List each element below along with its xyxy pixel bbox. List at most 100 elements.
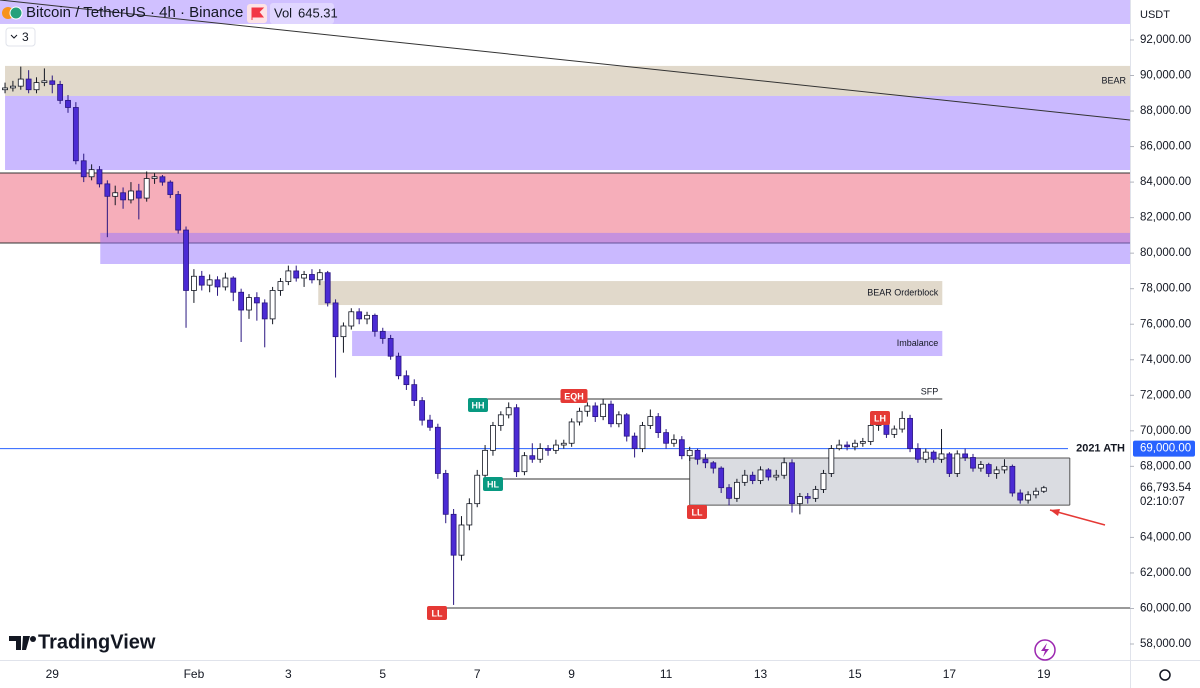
trend-line: [0, 0, 1131, 121]
candle-body: [796, 496, 803, 505]
candle-body: [631, 435, 638, 449]
settings-button[interactable]: [1159, 669, 1171, 681]
candle-body: [1001, 465, 1008, 471]
volume-value: 645.31: [298, 5, 338, 20]
y-tick-label: 60,000.00: [1140, 603, 1191, 615]
candle-body: [576, 410, 583, 423]
candle-body: [324, 272, 331, 304]
candle-body: [191, 275, 197, 291]
candle-body: [269, 290, 276, 320]
candle-body: [804, 496, 811, 499]
candle-body: [962, 453, 969, 458]
candle-body: [450, 513, 457, 556]
candle-body: [749, 474, 756, 481]
candle-body: [482, 449, 488, 476]
x-tick-label: 17: [943, 667, 957, 681]
x-tick-label: 11: [660, 667, 673, 681]
indicator-toggle[interactable]: [5, 27, 36, 47]
candle-body: [859, 441, 866, 444]
candle-body: [623, 414, 630, 437]
candle-body: [1017, 492, 1024, 501]
candle-body: [836, 444, 843, 449]
y-tick-label: 58,000.00: [1140, 638, 1191, 650]
lightning-button[interactable]: [1034, 639, 1056, 661]
y-tick-label: 64,000.00: [1140, 531, 1191, 543]
candle-body: [600, 403, 607, 418]
candle-body: [757, 469, 764, 481]
candle-body: [466, 503, 473, 526]
candle-body: [915, 448, 921, 460]
candle-body: [206, 279, 213, 286]
candle-body: [222, 277, 229, 288]
badge-text: EQH: [564, 391, 584, 401]
candle-body: [977, 464, 984, 469]
chevron: [10, 34, 18, 39]
candle-body: [710, 462, 717, 469]
ath-text: 2021 ATH: [1076, 442, 1125, 454]
candle-body: [17, 78, 24, 87]
candle-body: [702, 458, 709, 464]
candle-body: [356, 311, 363, 320]
y-tick-label: 68,000.00: [1140, 460, 1191, 472]
y-tick-label: 74,000.00: [1140, 354, 1191, 366]
candles: [2, 66, 1047, 605]
candle-body: [183, 229, 189, 291]
candle-body: [238, 291, 245, 311]
candle-body: [993, 469, 1000, 474]
x-tick-label: 19: [1037, 667, 1051, 681]
badge: [468, 398, 488, 412]
candle-body: [954, 453, 961, 474]
candle-body: [592, 405, 599, 418]
y-tick-label: 76,000.00: [1140, 318, 1191, 330]
volume-box: [270, 3, 334, 24]
badge: [687, 505, 707, 519]
candle-body: [10, 85, 16, 89]
candle-body: [33, 82, 40, 91]
candle-body: [922, 451, 929, 460]
candle-body: [678, 439, 685, 457]
x-tick-label: Feb: [184, 667, 205, 681]
badge-text: HH: [472, 400, 485, 410]
candle-body: [584, 405, 591, 412]
candle-body: [1040, 487, 1047, 492]
y-tick-label: 88,000.00: [1140, 105, 1191, 117]
zone: [5, 95, 1130, 171]
candle-body: [434, 426, 441, 474]
zone-label: Imbalance: [897, 338, 939, 348]
badge: [560, 389, 588, 403]
volume-prefix: Vol: [274, 5, 292, 20]
zone: [352, 330, 943, 357]
candle-body: [49, 80, 56, 85]
candle-body: [167, 181, 174, 195]
candle-body: [812, 489, 819, 499]
candle-body: [261, 302, 268, 320]
candle-body: [537, 448, 544, 460]
candle-body: [820, 473, 827, 490]
candle-body: [844, 444, 850, 448]
ath-price-box: [1133, 440, 1195, 457]
candle-body: [442, 473, 449, 515]
candle-body: [419, 400, 426, 421]
y-tick-label: 80,000.00: [1140, 247, 1191, 259]
candle-body: [112, 192, 119, 197]
badge-text: LL: [692, 507, 703, 517]
candle-body: [80, 160, 87, 178]
candle-body: [364, 314, 370, 320]
candle-body: [309, 274, 315, 281]
candle-body: [765, 469, 772, 478]
candle-body: [781, 462, 788, 476]
ath-price-label: 69,000.00: [1140, 443, 1191, 455]
candle-body: [230, 277, 237, 293]
candle-body: [214, 279, 221, 288]
candle-body: [128, 190, 134, 201]
candle-body: [639, 425, 646, 449]
zone-label: BEAR: [1101, 75, 1126, 85]
candle-body: [513, 407, 520, 473]
candle-body: [671, 439, 677, 444]
candle-body: [663, 432, 669, 444]
candle-body: [734, 481, 740, 499]
candle-body: [88, 169, 95, 178]
candle-body: [1009, 465, 1016, 494]
candle-body: [340, 325, 347, 338]
